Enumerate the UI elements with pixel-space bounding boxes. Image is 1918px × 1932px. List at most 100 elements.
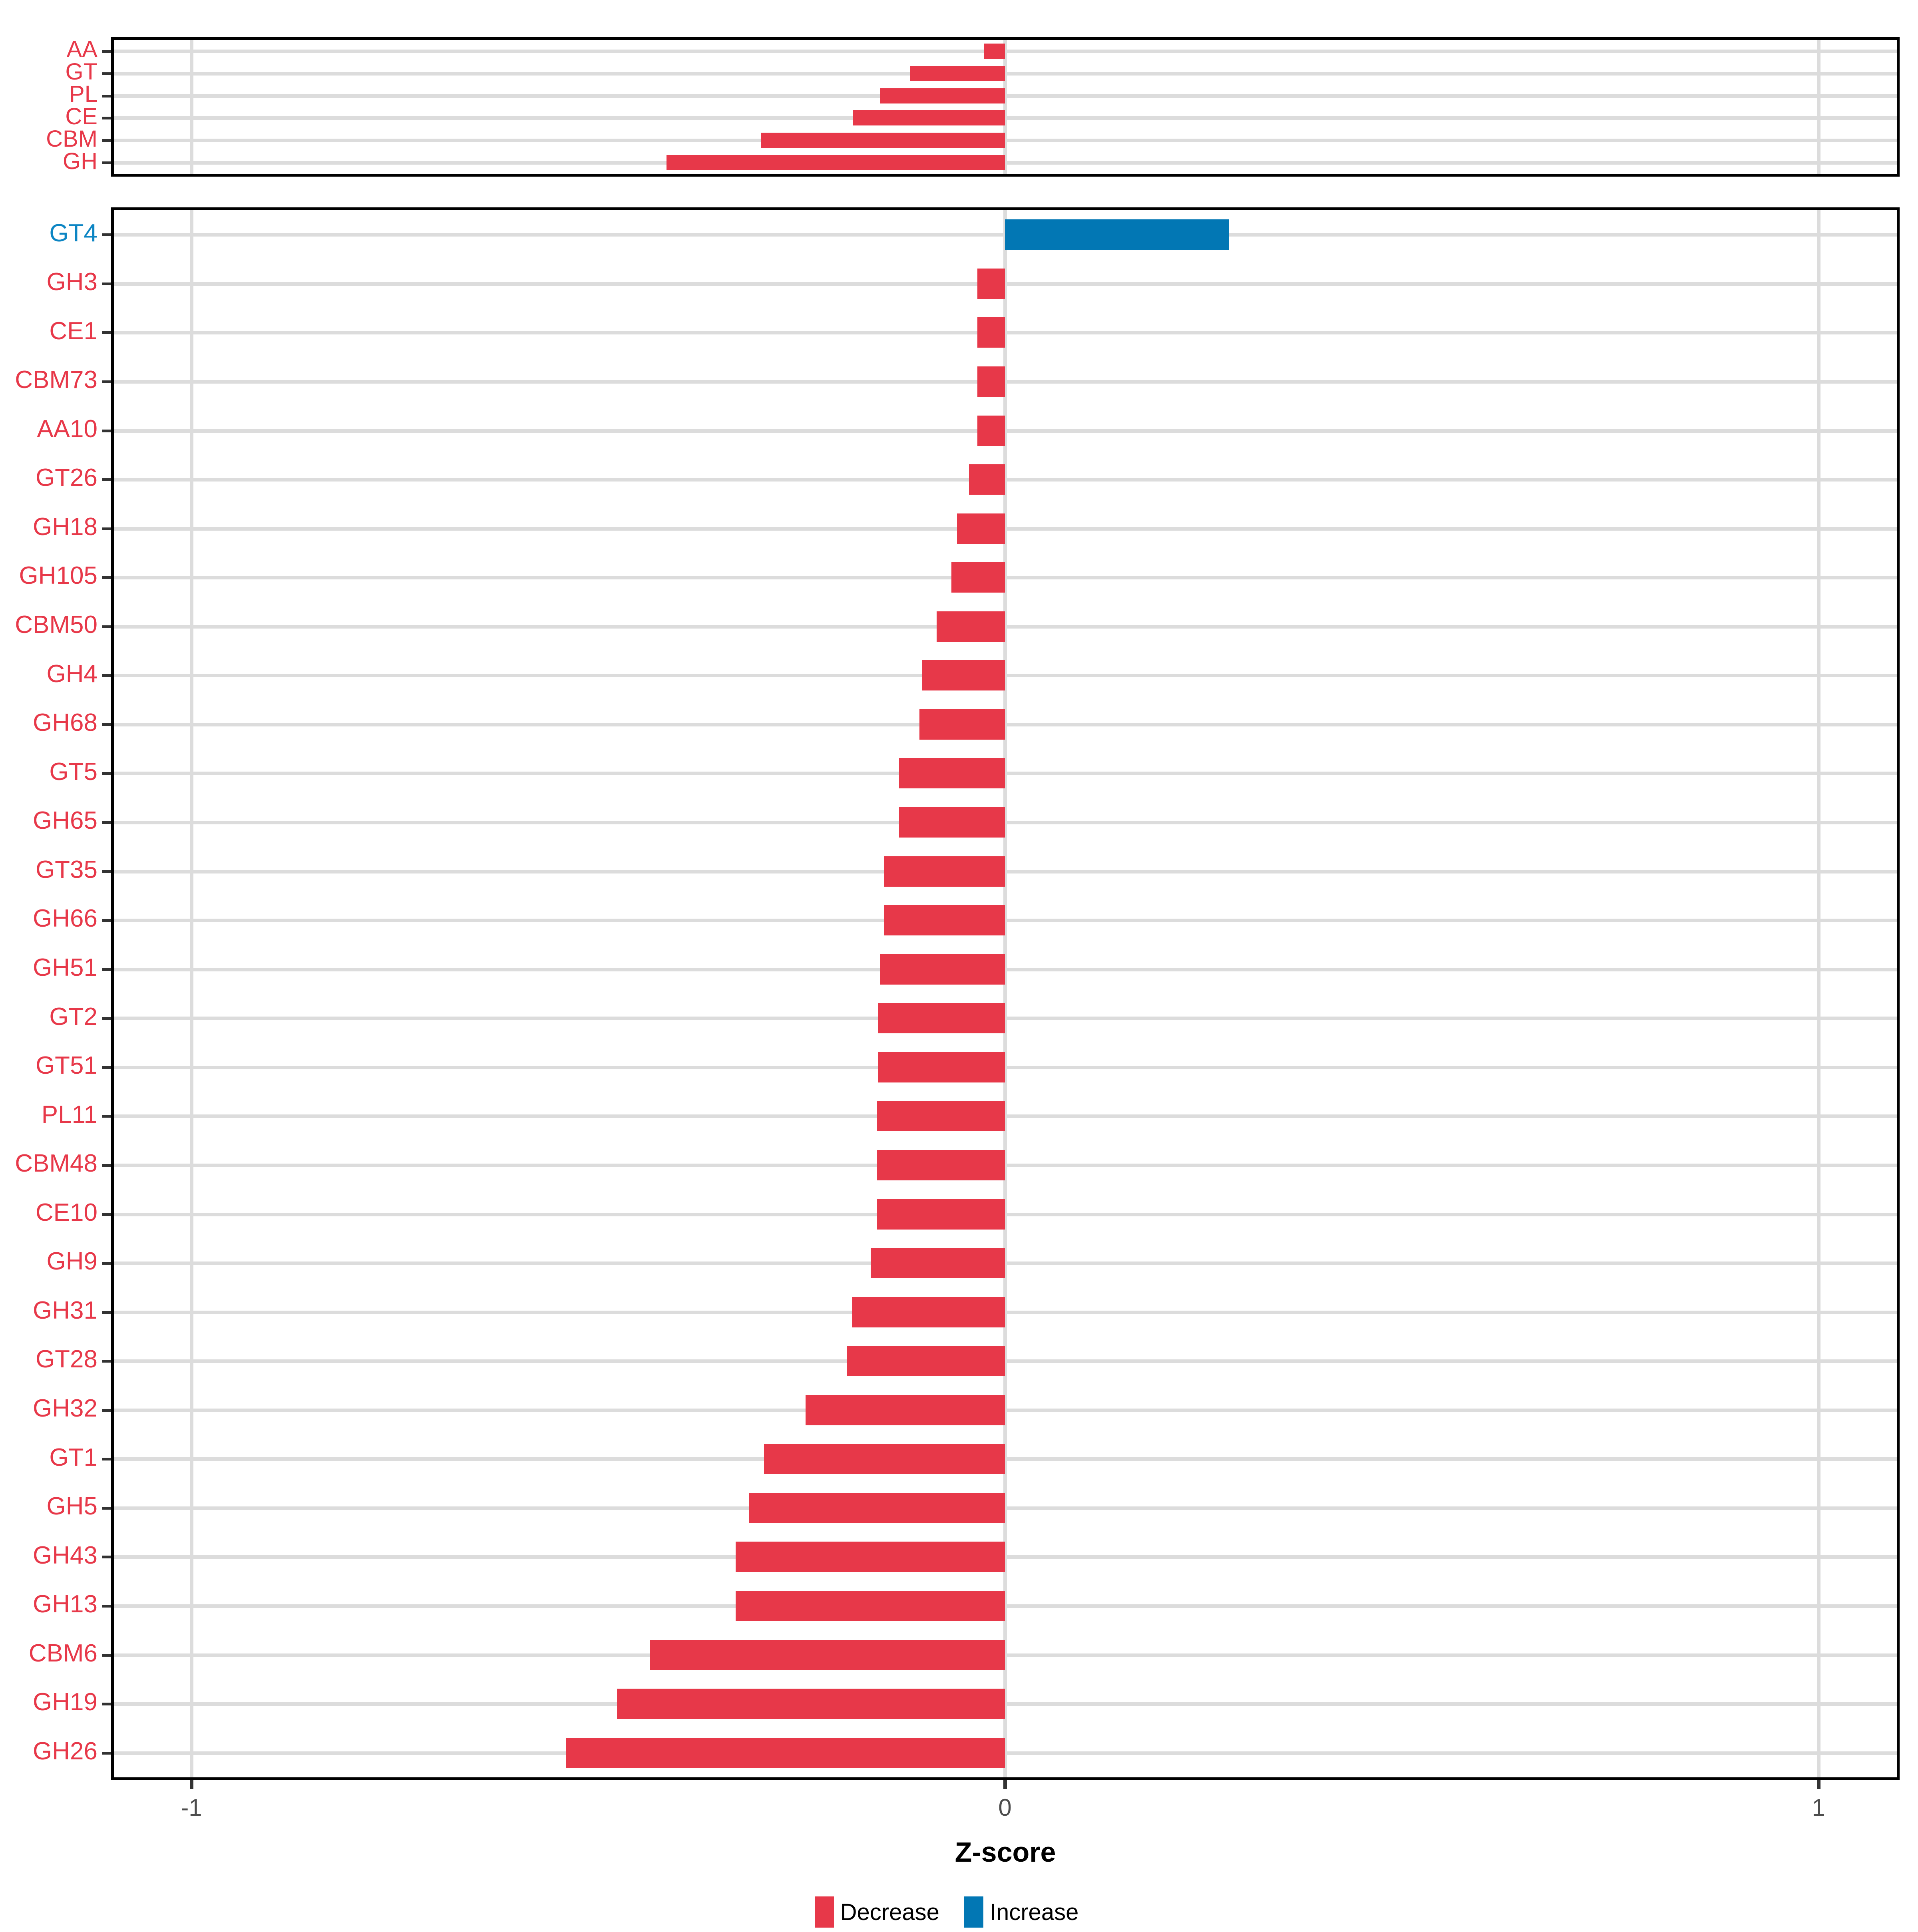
- gridline-horizontal: [114, 1017, 1897, 1021]
- y-tick-PL11: [102, 1115, 111, 1118]
- y-axis-label-GT: GT: [65, 59, 97, 85]
- x-tick-label: -1: [181, 1794, 202, 1821]
- panel-bottom-cazy-subfamily: [111, 207, 1900, 1780]
- gridline-vertical: [190, 210, 193, 1777]
- bar-GT51: [878, 1052, 1005, 1082]
- y-axis-label-GH68: GH68: [33, 709, 97, 737]
- y-tick-GH43: [102, 1556, 111, 1559]
- y-tick-GH: [102, 161, 111, 165]
- y-tick-GT51: [102, 1066, 111, 1069]
- y-tick-GT2: [102, 1017, 111, 1020]
- y-tick-GH32: [102, 1409, 111, 1412]
- y-axis-label-GH31: GH31: [33, 1296, 97, 1324]
- gridline-horizontal: [114, 94, 1897, 98]
- bar-GH3: [977, 268, 1005, 299]
- x-tick-label: 0: [998, 1794, 1012, 1821]
- bar-CBM: [761, 133, 1005, 148]
- y-axis-label-CBM73: CBM73: [15, 366, 97, 394]
- legend-item-increase[interactable]: Increase: [964, 1896, 1103, 1928]
- gridline-horizontal: [114, 49, 1897, 53]
- gridline-horizontal: [114, 429, 1897, 433]
- gridline-horizontal: [114, 116, 1897, 120]
- y-axis-label-GT26: GT26: [35, 464, 97, 492]
- y-tick-GH19: [102, 1703, 111, 1706]
- gridline-horizontal: [114, 1065, 1897, 1069]
- y-tick-GH105: [102, 576, 111, 579]
- bar-GT35: [883, 856, 1005, 887]
- y-tick-CBM: [102, 139, 111, 142]
- gridline-horizontal: [114, 772, 1897, 776]
- y-tick-CBM50: [102, 625, 111, 628]
- y-tick-GH18: [102, 527, 111, 530]
- bar-GT2: [878, 1003, 1005, 1034]
- gridline-horizontal: [114, 1457, 1897, 1461]
- y-axis-label-GH3: GH3: [46, 268, 97, 296]
- gridline-horizontal: [114, 380, 1897, 384]
- y-axis-label-CBM50: CBM50: [15, 611, 97, 639]
- y-axis-label-GH19: GH19: [33, 1688, 97, 1716]
- x-tick-mark: [1817, 1780, 1821, 1789]
- bar-GT26: [969, 464, 1005, 495]
- y-tick-GH5: [102, 1506, 111, 1510]
- gridline-horizontal: [114, 1212, 1897, 1216]
- y-tick-PL: [102, 94, 111, 97]
- y-axis-label-AA10: AA10: [37, 415, 97, 443]
- y-tick-GT1: [102, 1458, 111, 1461]
- bar-AA10: [977, 415, 1005, 446]
- gridline-vertical: [1003, 40, 1007, 174]
- y-axis-label-GH66: GH66: [33, 905, 97, 933]
- y-axis-label-GH105: GH105: [19, 562, 97, 590]
- x-tick-mark: [190, 1780, 193, 1789]
- y-axis-label-GT28: GT28: [35, 1345, 97, 1373]
- y-tick-GH65: [102, 821, 111, 824]
- legend-label: Increase: [989, 1899, 1079, 1925]
- bar-PL11: [877, 1101, 1005, 1132]
- panel-top-cazy-family: [111, 37, 1900, 177]
- y-axis-label-CE1: CE1: [49, 317, 97, 345]
- y-axis-label-GT2: GT2: [49, 1003, 97, 1031]
- bar-GH26: [565, 1737, 1005, 1768]
- y-tick-AA10: [102, 429, 111, 432]
- gridline-horizontal: [114, 1555, 1897, 1559]
- legend: Decrease Increase: [0, 1892, 1918, 1932]
- y-tick-GT: [102, 72, 111, 75]
- legend-swatch-decrease: [814, 1896, 834, 1928]
- gridline-horizontal: [114, 1653, 1897, 1657]
- x-tick-mark: [1003, 1780, 1007, 1789]
- y-axis-label-GT4: GT4: [49, 219, 97, 247]
- gridline-horizontal: [114, 821, 1897, 825]
- gridline-vertical: [1817, 40, 1821, 174]
- bar-GH68: [919, 709, 1005, 740]
- y-axis-label-PL: PL: [69, 81, 97, 107]
- gridline-horizontal: [114, 919, 1897, 923]
- bar-GH18: [957, 513, 1005, 544]
- bar-GH43: [736, 1542, 1005, 1572]
- y-axis-label-GH4: GH4: [46, 660, 97, 688]
- y-tick-GH3: [102, 282, 111, 285]
- legend-item-decrease[interactable]: Decrease: [814, 1896, 964, 1928]
- y-tick-GH66: [102, 919, 111, 922]
- y-tick-GT28: [102, 1360, 111, 1363]
- y-tick-GH51: [102, 968, 111, 971]
- gridline-horizontal: [114, 1310, 1897, 1314]
- gridline-horizontal: [114, 282, 1897, 286]
- plot-area-top: [114, 40, 1897, 174]
- legend-swatch-increase: [964, 1896, 983, 1928]
- y-axis-label-GT51: GT51: [35, 1052, 97, 1080]
- y-tick-GT5: [102, 772, 111, 775]
- x-tick-label: 1: [1812, 1794, 1825, 1821]
- plot-area-bottom: [114, 210, 1897, 1777]
- y-axis-label-GT5: GT5: [49, 758, 97, 786]
- y-tick-CE: [102, 117, 111, 120]
- gridline-horizontal: [114, 478, 1897, 482]
- bar-GH105: [951, 562, 1005, 593]
- gridline-horizontal: [114, 72, 1897, 76]
- gridline-horizontal: [114, 722, 1897, 726]
- bar-GH51: [880, 954, 1005, 985]
- y-axis-label-GH: GH: [63, 148, 97, 174]
- gridline-horizontal: [114, 1702, 1897, 1706]
- y-axis-label-GH32: GH32: [33, 1395, 97, 1423]
- gridline-horizontal: [114, 869, 1897, 873]
- y-tick-GH26: [102, 1751, 111, 1755]
